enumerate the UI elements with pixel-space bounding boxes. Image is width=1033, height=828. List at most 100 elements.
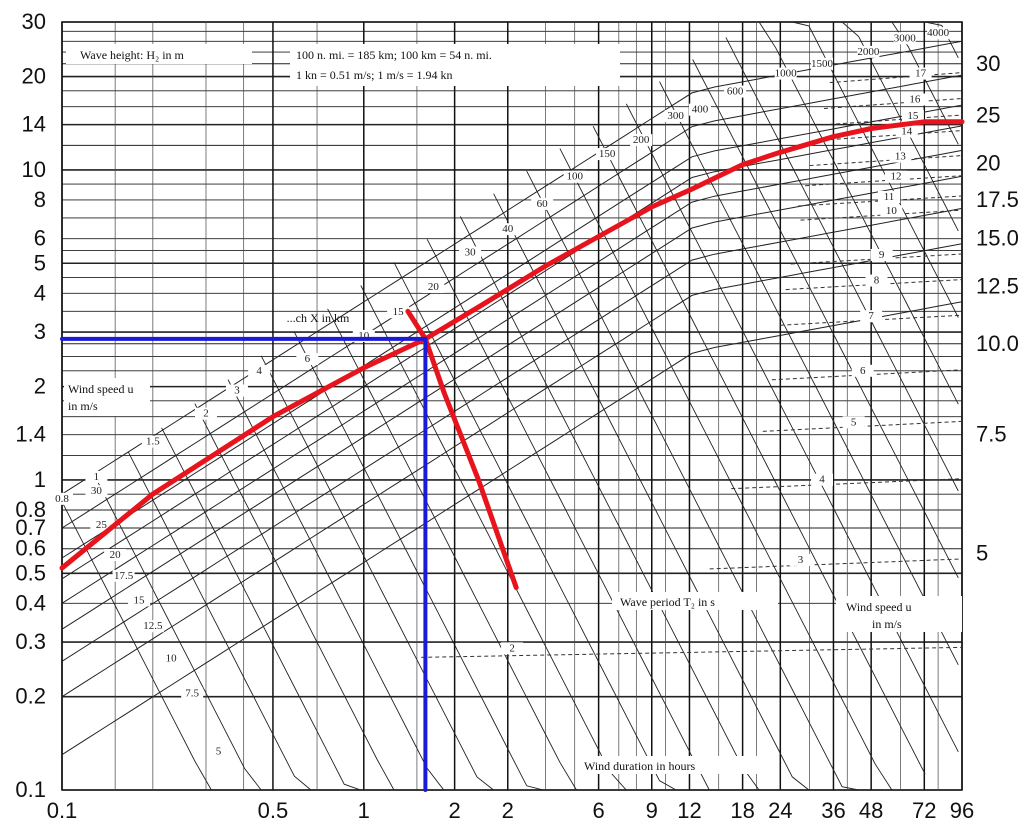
fetch-label: 400 xyxy=(692,104,709,116)
fetch-line xyxy=(725,37,959,492)
period-dash-line xyxy=(780,314,963,326)
wind-duration-label: Wind duration in hours xyxy=(584,759,696,773)
annotation-box xyxy=(66,44,252,64)
fetch-label-bg xyxy=(664,109,687,122)
x-tick-label: 96 xyxy=(950,798,974,823)
y-tick-label-left: 2 xyxy=(34,374,46,399)
wind-speed-label-bg xyxy=(181,687,204,700)
period-label-bg xyxy=(865,274,888,287)
fetch-label: 10 xyxy=(358,330,370,342)
fetch-label-bg xyxy=(85,470,108,483)
wave-height-label: Wave height: H₂ in m xyxy=(80,48,185,62)
y-tick-label-right: 12.5 xyxy=(976,274,1019,299)
fetch-label: 4 xyxy=(256,365,262,377)
y-tick-label-right: 20 xyxy=(976,150,1000,175)
x-tick-label: 0.1 xyxy=(47,798,78,823)
x-tick-label: 24 xyxy=(768,798,792,823)
fetch-label-bg xyxy=(630,134,653,147)
fetch-label-bg xyxy=(811,57,834,70)
wind-speed-label-bg xyxy=(128,594,151,607)
period-label-bg xyxy=(884,170,907,183)
isolines xyxy=(61,21,963,791)
period-label: 3 xyxy=(798,554,804,566)
fetch-line xyxy=(161,427,494,791)
y-tick-label-left: 0.2 xyxy=(15,684,46,709)
x-tick-label: 1 xyxy=(358,798,370,823)
units-line-1: 100 n. mi. = 185 km; 100 km = 54 n. mi. xyxy=(296,48,492,62)
y-tick-label-left: 0.1 xyxy=(15,777,46,802)
wind-speed-label: 12.5 xyxy=(143,620,163,632)
x-tick-label: 2 xyxy=(502,798,514,823)
wind-speed-label: 20 xyxy=(110,549,122,561)
period-label-bg xyxy=(877,190,900,203)
fetch-label: 4000 xyxy=(927,27,950,39)
wind-speed-left-box xyxy=(64,378,150,416)
fetch-label: 40 xyxy=(502,223,514,235)
fetch-line xyxy=(94,476,428,791)
wind-speed-curve xyxy=(61,125,963,580)
fetch-label-bg xyxy=(194,407,217,420)
fetch-label-bg xyxy=(596,148,619,161)
series-layer xyxy=(59,119,965,792)
wind-speed-left-2: in m/s xyxy=(68,399,98,413)
wind-speed-label: 7.5 xyxy=(185,688,199,700)
fetch-label: 200 xyxy=(633,134,650,146)
period-label: 2 xyxy=(509,642,515,654)
period-label: 16 xyxy=(909,93,921,105)
fetch-line xyxy=(825,21,959,232)
y-tick-label-right: 5 xyxy=(976,540,988,565)
wind-speed-label: 5 xyxy=(216,746,222,758)
period-label-bg xyxy=(860,310,883,323)
annotations: 0.8 1 1.5 2 3 4 6 10 15 20 30 40 60 100 150 200 300 400 60… xyxy=(51,27,962,774)
fetch-line xyxy=(526,170,859,791)
period-label-bg xyxy=(889,150,912,163)
y-tick-label-right: 30 xyxy=(976,51,1000,76)
period-dash-line xyxy=(771,369,963,381)
period-dash-line xyxy=(809,155,963,167)
fetch-line xyxy=(858,21,959,145)
period-label: 7 xyxy=(868,310,874,322)
fetch-label: 6 xyxy=(305,353,311,365)
y-tick-label-left: 3 xyxy=(34,319,46,344)
x-tick-label: 9 xyxy=(646,798,658,823)
fetch-label: 300 xyxy=(667,110,684,122)
fetch-label: 1000 xyxy=(775,68,798,80)
y-tick-label-left: 10 xyxy=(22,157,46,182)
x-tick-label: 12 xyxy=(677,798,701,823)
y-tick-label-left: 1.4 xyxy=(15,422,46,447)
fetch-label-bg xyxy=(387,306,410,319)
period-label: 10 xyxy=(886,205,898,217)
period-dash-line xyxy=(785,279,963,291)
x-tick-label: 48 xyxy=(859,798,883,823)
period-dash-line xyxy=(823,97,963,109)
fetch-label-bg xyxy=(724,85,747,98)
period-label-bg xyxy=(880,205,903,218)
wind-duration-box xyxy=(580,756,764,774)
fetch-line xyxy=(493,193,826,791)
wind-speed-label-bg xyxy=(207,745,230,758)
fetch-label: 3 xyxy=(234,385,240,397)
wind-speed-curve xyxy=(61,74,963,529)
y-tick-label-left: 1 xyxy=(34,467,46,492)
fetch-line xyxy=(758,21,959,405)
y-tick-label-left: 0.6 xyxy=(15,536,46,561)
y-tick-label-left: 0.4 xyxy=(15,590,46,615)
fetch-label: 60 xyxy=(537,198,549,210)
fetch-line xyxy=(592,125,926,775)
wind-speed-curve xyxy=(61,40,963,495)
x-tick-label: 6 xyxy=(592,798,604,823)
fetch-label: 1.5 xyxy=(146,436,160,448)
wind-speed-right-1: Wind speed u xyxy=(846,600,912,614)
y-tick-label-right: 10.0 xyxy=(976,331,1019,356)
series-line-1 xyxy=(405,308,519,590)
period-label-bg xyxy=(901,109,924,122)
period-label: 4 xyxy=(819,474,825,486)
fetch-axis-label: ...ch X in km xyxy=(287,311,350,325)
fetch-label-bg xyxy=(531,197,554,210)
fetch-label: 150 xyxy=(599,148,616,160)
y-tick-label-right: 25 xyxy=(976,102,1000,127)
y-tick-label-left: 8 xyxy=(34,187,46,212)
y-tick-label-left: 0.7 xyxy=(15,515,46,540)
